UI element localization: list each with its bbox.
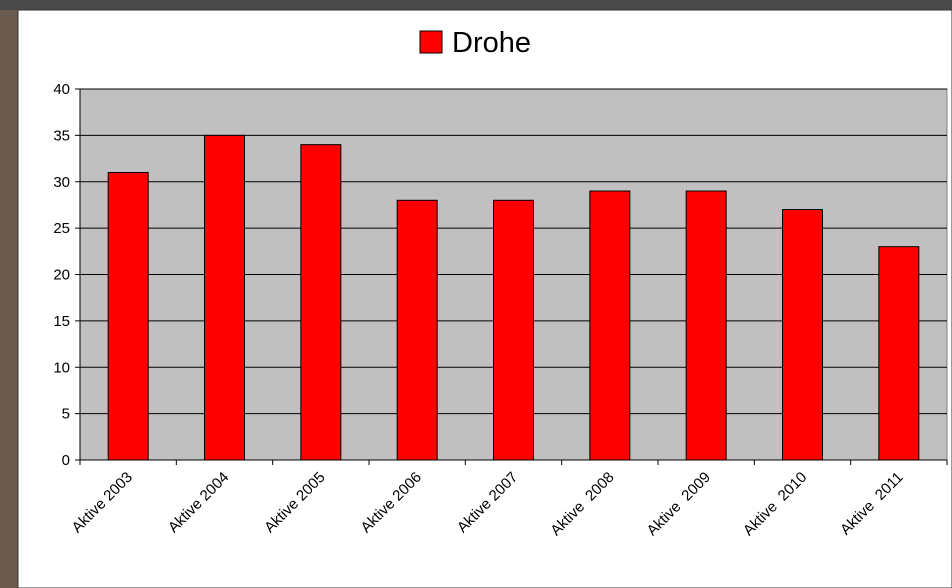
- bar: [397, 200, 437, 460]
- chart: Drohe 0510152025303540Aktive 2003Aktive …: [0, 0, 952, 588]
- y-tick-label: 10: [53, 359, 70, 376]
- bar: [301, 145, 341, 460]
- y-tick-label: 0: [62, 452, 70, 469]
- bar: [108, 172, 148, 460]
- y-tick-label: 30: [53, 174, 70, 191]
- bar: [686, 191, 726, 460]
- bar: [494, 200, 534, 460]
- y-tick-label: 35: [53, 127, 70, 144]
- y-tick-label: 20: [53, 267, 70, 284]
- legend-swatch: [420, 31, 442, 53]
- y-tick-label: 40: [53, 81, 70, 98]
- legend-label: Drohe: [452, 27, 531, 59]
- bar: [783, 210, 823, 460]
- top-bar: [0, 0, 952, 10]
- y-tick-label: 5: [62, 406, 70, 423]
- y-tick-label: 15: [53, 313, 70, 330]
- bar: [590, 191, 630, 460]
- bar: [879, 247, 919, 460]
- y-tick-label: 25: [53, 220, 70, 237]
- bar: [205, 135, 245, 460]
- page: Drohe 0510152025303540Aktive 2003Aktive …: [0, 0, 952, 588]
